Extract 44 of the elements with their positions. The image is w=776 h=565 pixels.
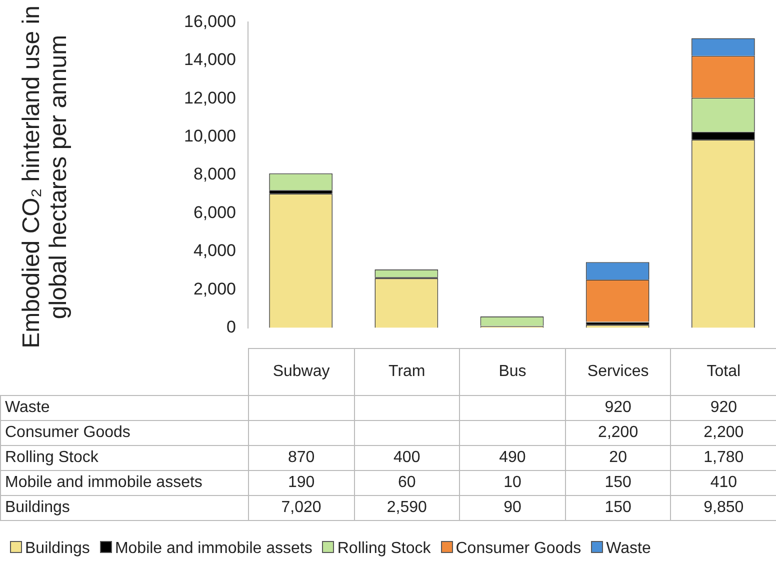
x-tick-label: Subway — [248, 348, 354, 396]
y-tick-label: 16,000 — [184, 12, 236, 31]
y-tick-label: 14,000 — [184, 50, 236, 70]
text: Buildings — [5, 499, 70, 516]
y-tick-label: 4,000 — [193, 241, 236, 260]
legend-label: Mobile and immobile assets — [114, 540, 312, 557]
data-label: 90 — [460, 496, 566, 520]
data-label: 2,590 — [354, 496, 460, 520]
x-tick-label: Bus — [460, 348, 566, 396]
text: Waste — [5, 399, 50, 416]
data-label: 490 — [460, 446, 566, 470]
x-tick-label: Tram — [354, 348, 460, 396]
legend-label: Waste — [605, 540, 651, 557]
y-tick-label: 2,000 — [193, 279, 236, 298]
data-label: 2,200 — [670, 420, 776, 446]
legend-label: Consumer Goods — [454, 540, 582, 557]
text: Rolling Stock — [5, 449, 98, 466]
data-label: 2,200 — [565, 420, 671, 446]
data-label: 1,780 — [670, 446, 776, 470]
y-tick-label: 12,000 — [184, 88, 236, 108]
y-tick-label: 6,000 — [193, 202, 236, 222]
text: Consumer Goods — [5, 424, 130, 441]
data-label: 9,850 — [670, 496, 776, 520]
text: Mobile and immobile assets — [5, 474, 202, 491]
data-label: 20 — [565, 446, 671, 470]
data-label: 400 — [354, 446, 460, 470]
legend-label: Buildings — [24, 540, 90, 557]
x-tick-label: Services — [565, 348, 671, 396]
y-tick-label: 8,000 — [193, 164, 236, 184]
data-label: 920 — [565, 396, 671, 420]
data-label: 10 — [460, 470, 566, 496]
data-label: 190 — [248, 470, 354, 496]
data-label: 870 — [248, 446, 354, 470]
legend-label: Rolling Stock — [336, 540, 431, 557]
data-label: 410 — [670, 470, 776, 496]
data-label: 60 — [354, 470, 460, 496]
y-tick-label: 10,000 — [184, 126, 236, 146]
data-label: 7,020 — [248, 496, 354, 520]
x-tick-label: Total — [670, 348, 776, 396]
data-label: 150 — [565, 496, 671, 520]
y-axis-title: Embodied CO₂ hinterland use in global hectares per annum — [18, 4, 72, 350]
data-label: 920 — [670, 396, 776, 420]
y-tick-label: 0 — [226, 317, 236, 336]
data-label: 150 — [565, 470, 671, 496]
